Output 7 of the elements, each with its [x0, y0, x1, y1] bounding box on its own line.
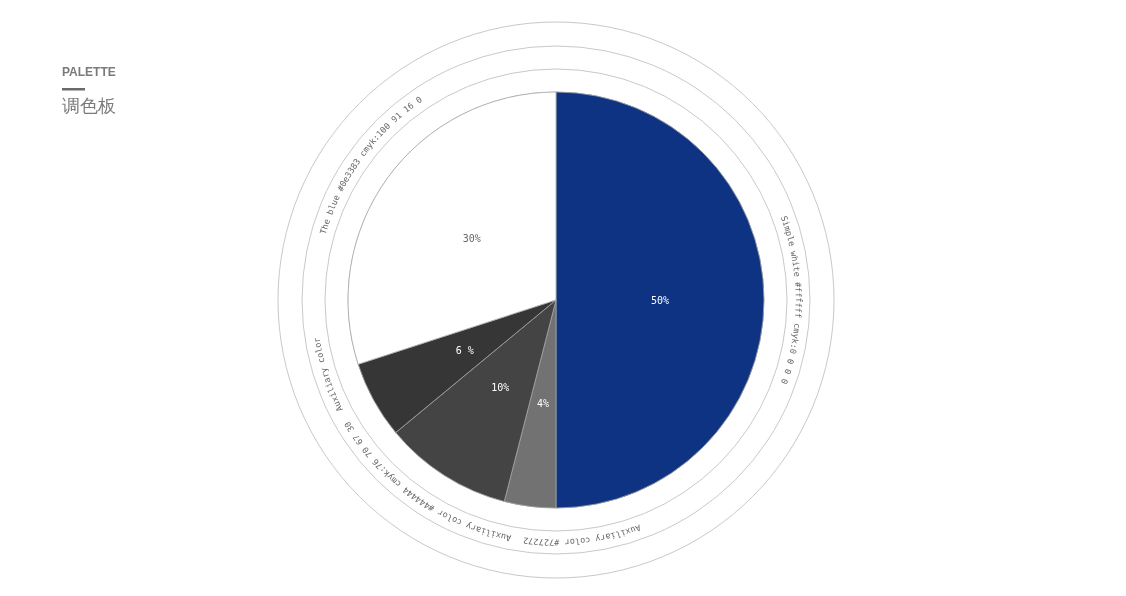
data-label: 6 % [455, 344, 474, 356]
data-label: 10% [491, 382, 510, 394]
data-label: 50% [650, 294, 670, 306]
text: PALETTE [62, 65, 116, 79]
data-label: 4% [536, 397, 549, 409]
data-label: 30% [462, 233, 481, 245]
text: 调色板 [62, 96, 116, 116]
